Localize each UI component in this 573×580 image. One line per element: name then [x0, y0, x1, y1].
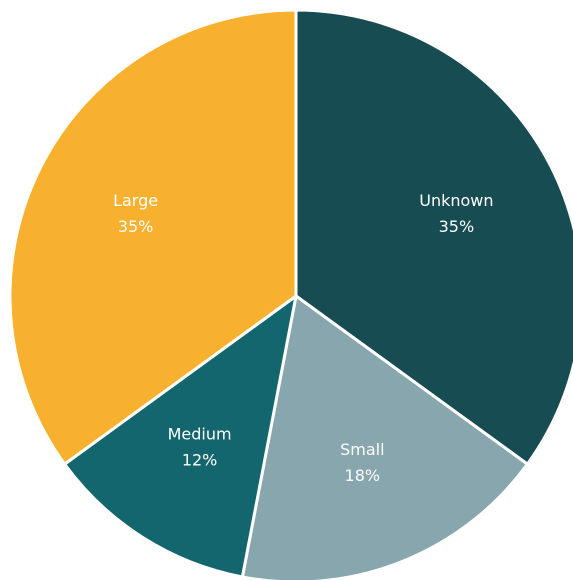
- pie-slice-large: [8, 8, 298, 466]
- slice-value-large: 35%: [118, 217, 154, 236]
- pie-slice-medium: [63, 294, 298, 579]
- slice-value-medium: 12%: [182, 451, 218, 470]
- labels-layer: Unknown 35% Small 18% Medium 12% Large 35%: [113, 191, 493, 485]
- pie-slice-unknown: [294, 8, 573, 466]
- pie-slice-small: [240, 294, 529, 580]
- slices-layer: [8, 8, 573, 580]
- slice-value-unknown: 35%: [439, 217, 475, 236]
- slice-label-large: Large: [113, 191, 158, 210]
- slice-label-medium: Medium: [168, 425, 232, 444]
- slice-label-unknown: Unknown: [419, 191, 493, 210]
- slice-label-small: Small: [340, 440, 384, 459]
- slice-value-small: 18%: [345, 466, 381, 485]
